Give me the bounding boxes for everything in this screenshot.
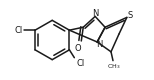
Text: S: S <box>127 11 132 20</box>
Text: Cl: Cl <box>14 26 22 35</box>
Text: Cl: Cl <box>76 59 84 68</box>
Text: CH$_3$: CH$_3$ <box>107 62 121 71</box>
Text: N: N <box>96 40 102 49</box>
Text: N: N <box>92 9 98 18</box>
Text: O: O <box>75 44 82 53</box>
